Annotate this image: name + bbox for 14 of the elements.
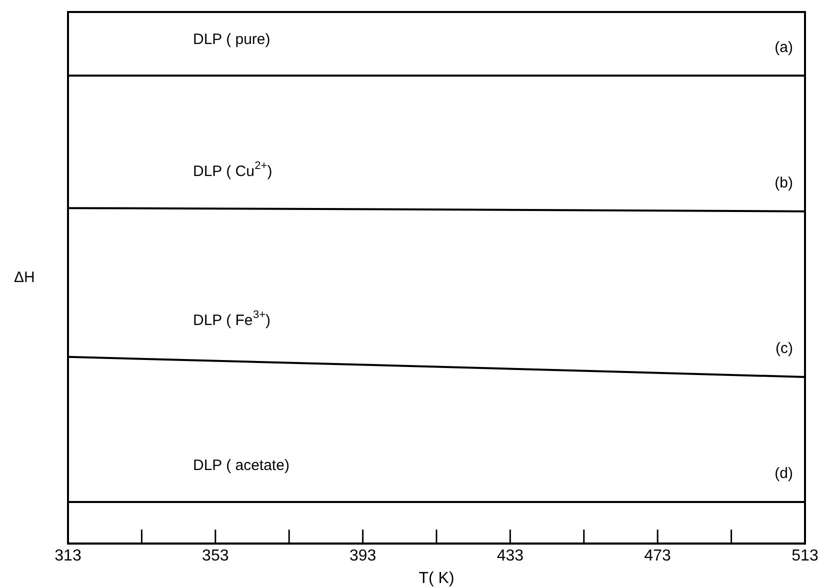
x-tick-label: 433 — [496, 548, 524, 565]
x-tick-label: 473 — [644, 548, 672, 565]
x-tick-label: 393 — [349, 548, 376, 565]
y-axis-title: ΔH — [14, 268, 35, 286]
series-label: DLP ( pure) — [193, 30, 270, 48]
x-axis-title: T( K) — [418, 570, 454, 587]
x-tick-label: 513 — [792, 548, 818, 565]
x-tick-label: 353 — [202, 548, 229, 565]
series-label: DLP ( acetate) — [193, 457, 290, 474]
annotation: (c) — [776, 340, 793, 358]
text: (a) — [774, 38, 793, 56]
annotation: (b) — [774, 174, 793, 192]
annotation: (d) — [774, 465, 793, 482]
x-tick-label: 313 — [54, 548, 82, 565]
